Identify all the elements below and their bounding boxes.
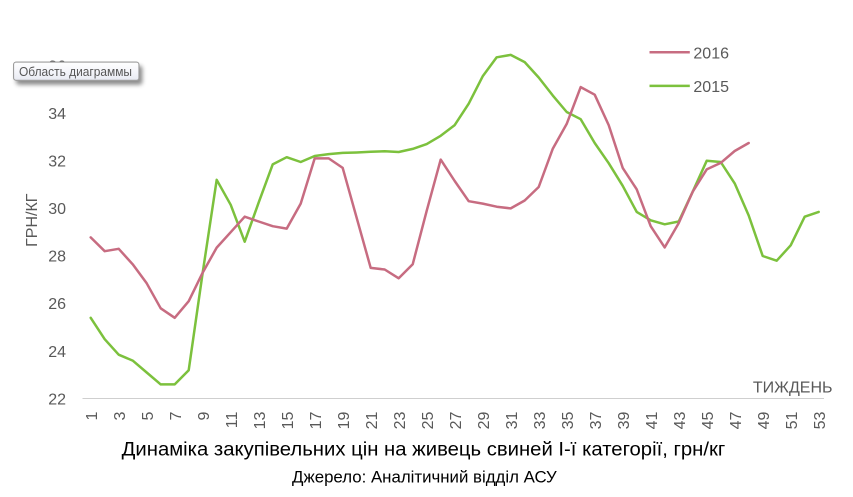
svg-text:49: 49 [756,411,773,429]
svg-text:5: 5 [140,412,157,421]
svg-text:23: 23 [392,411,409,429]
svg-text:53: 53 [812,411,829,429]
svg-text:31: 31 [504,411,521,429]
svg-text:Джерело: Аналітичний відділ АС: Джерело: Аналітичний відділ АСУ [292,468,557,487]
svg-text:11: 11 [224,411,241,428]
svg-text:33: 33 [532,411,549,429]
svg-text:37: 37 [588,411,605,429]
svg-text:22: 22 [48,391,66,408]
svg-text:19: 19 [336,411,353,429]
svg-text:21: 21 [364,411,381,429]
svg-text:25: 25 [420,411,437,429]
svg-text:26: 26 [48,296,66,313]
svg-text:15: 15 [280,411,297,429]
svg-text:34: 34 [48,106,66,123]
svg-text:1: 1 [84,412,101,421]
svg-text:Динаміка закупівельних цін на: Динаміка закупівельних цін на живець сви… [122,439,726,460]
svg-text:47: 47 [728,411,745,429]
svg-text:24: 24 [48,344,66,361]
svg-text:32: 32 [48,154,66,171]
svg-text:ТИЖДЕНЬ: ТИЖДЕНЬ [753,380,833,397]
svg-text:27: 27 [448,411,465,429]
svg-text:9: 9 [196,412,213,421]
svg-text:41: 41 [644,411,661,429]
svg-text:43: 43 [672,411,689,429]
svg-text:Область диаграммы: Область диаграммы [19,65,132,79]
svg-text:39: 39 [616,411,633,429]
svg-text:29: 29 [476,411,493,429]
svg-text:35: 35 [560,411,577,429]
svg-text:45: 45 [700,411,717,429]
svg-text:3: 3 [112,412,129,421]
svg-text:7: 7 [168,412,185,421]
svg-text:51: 51 [784,411,801,429]
svg-text:ГРН/КГ: ГРН/КГ [24,193,41,247]
svg-text:13: 13 [252,411,269,429]
svg-text:2016: 2016 [693,45,729,62]
svg-text:17: 17 [308,411,325,429]
svg-text:28: 28 [48,249,66,266]
svg-text:30: 30 [48,201,66,218]
svg-text:2015: 2015 [693,79,729,96]
